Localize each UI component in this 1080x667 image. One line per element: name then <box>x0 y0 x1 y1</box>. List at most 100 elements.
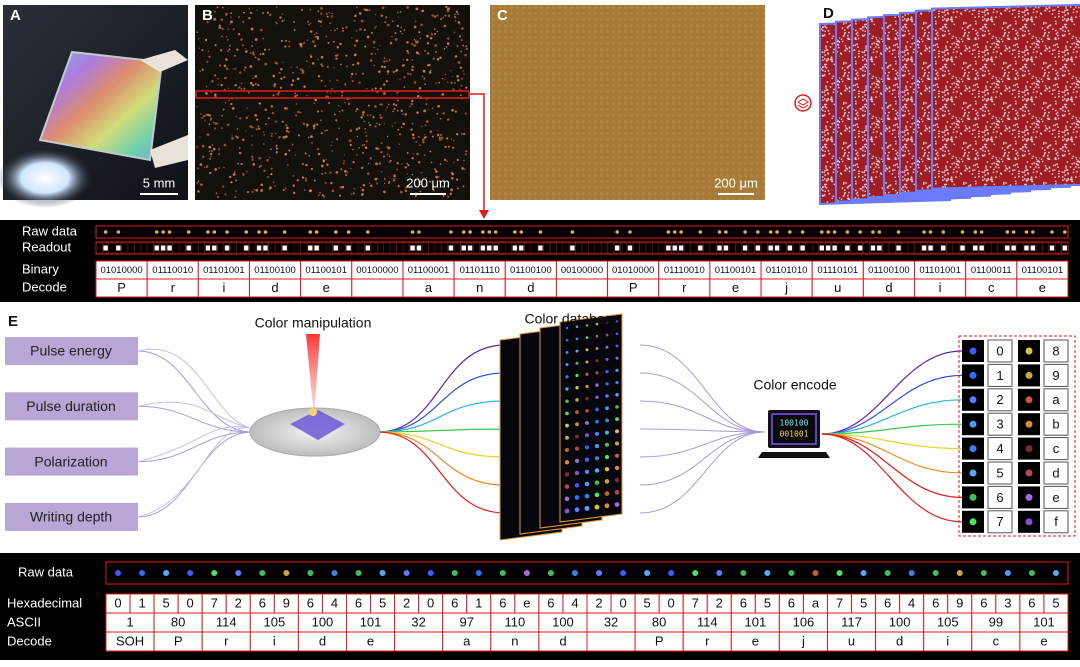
computer-base <box>758 452 830 458</box>
dot <box>325 35 328 38</box>
dot <box>216 122 219 125</box>
dot <box>374 105 377 108</box>
row-label: Raw data <box>18 564 74 579</box>
dot <box>393 174 396 178</box>
dot <box>380 103 383 106</box>
binary-text: 01101010 <box>766 265 808 276</box>
decode-text: r <box>682 280 687 295</box>
color-dot <box>969 371 977 379</box>
dot <box>436 135 439 137</box>
dot <box>266 158 269 162</box>
dot <box>244 48 247 50</box>
dot <box>365 140 368 143</box>
raw-color-dot <box>523 570 530 576</box>
dot <box>263 143 265 145</box>
dot <box>281 20 284 23</box>
dot <box>240 38 243 41</box>
binary-text: 00100000 <box>356 265 398 276</box>
color-dot <box>1025 469 1033 477</box>
hex-text: 6 <box>259 595 266 610</box>
dot <box>433 28 436 30</box>
dot <box>304 152 307 155</box>
dot <box>223 166 225 169</box>
raw-dot <box>468 230 472 234</box>
dot <box>221 35 223 38</box>
dot <box>394 32 397 35</box>
color-line <box>821 374 963 435</box>
dot-field <box>196 5 469 199</box>
dot <box>294 154 297 156</box>
decode-text: d <box>896 633 903 648</box>
decode-text: d <box>559 633 566 648</box>
dot <box>254 74 258 78</box>
dot <box>446 9 450 13</box>
dot <box>330 144 333 147</box>
dot <box>426 34 429 38</box>
raw-dot <box>161 230 165 234</box>
database-dot <box>595 334 599 338</box>
decode-text: e <box>367 633 374 648</box>
dot <box>436 129 438 132</box>
symbol-cell <box>987 510 1013 534</box>
dot <box>314 98 318 102</box>
ascii-text: 80 <box>652 614 666 629</box>
dot <box>285 135 288 138</box>
dot <box>464 168 466 170</box>
dot <box>404 189 408 192</box>
dot <box>403 86 406 88</box>
dot <box>347 119 349 122</box>
symbol-cell <box>1043 363 1069 387</box>
database-dot <box>604 503 610 509</box>
screen-frame <box>771 413 817 445</box>
connector <box>639 428 766 433</box>
dot <box>327 41 330 44</box>
database-dot <box>585 408 589 413</box>
binary-text: 01100101 <box>305 265 347 276</box>
dot <box>423 77 426 80</box>
dot <box>220 49 223 52</box>
symbol-label: f <box>1054 514 1058 529</box>
dot <box>396 99 400 102</box>
dot <box>239 151 242 155</box>
raw-color-dot <box>596 570 603 576</box>
database-dot <box>565 423 569 428</box>
readout-bit <box>160 245 166 251</box>
database-dot <box>565 399 569 403</box>
dot <box>412 153 414 155</box>
raw-color-dot <box>884 570 891 576</box>
dot <box>240 88 243 90</box>
hex-text: 0 <box>427 595 434 610</box>
raw-dot <box>461 230 466 234</box>
dot <box>436 113 438 115</box>
dot <box>378 70 381 73</box>
dot <box>425 120 429 124</box>
dot <box>317 20 320 23</box>
ascii-text: 1 <box>126 614 133 629</box>
dot <box>388 180 391 183</box>
dot <box>358 146 360 149</box>
readout-bit <box>698 245 703 251</box>
dot <box>387 103 390 106</box>
dot <box>214 93 217 96</box>
dot <box>394 38 398 41</box>
database-dot <box>564 496 570 502</box>
dot <box>334 29 336 32</box>
readout-bit <box>519 245 524 251</box>
parameter-label: Writing depth <box>30 509 112 525</box>
raw-color-dot <box>499 570 506 576</box>
dot <box>275 147 279 150</box>
dot <box>411 68 414 72</box>
dot <box>280 39 283 42</box>
dot <box>217 148 221 151</box>
raw-dot <box>845 230 850 234</box>
dot <box>246 107 248 109</box>
color-line <box>821 433 963 523</box>
dot <box>454 13 456 16</box>
dot <box>380 151 383 154</box>
raw-color-dot <box>1004 570 1011 576</box>
dot <box>294 92 297 95</box>
dot <box>411 99 414 103</box>
dot <box>339 42 342 46</box>
dot <box>438 138 442 141</box>
dot <box>344 170 347 173</box>
